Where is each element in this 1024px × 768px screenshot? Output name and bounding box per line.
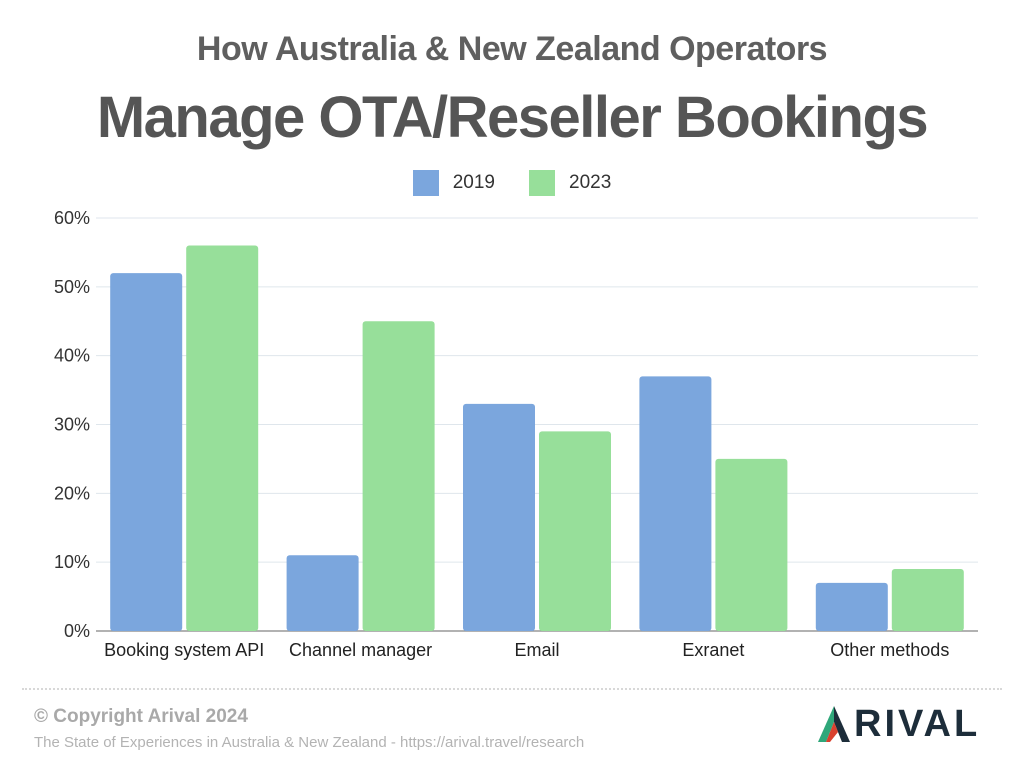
chart-legend: 2019 2023 [0,170,1024,196]
y-tick-label: 20% [54,483,90,503]
bar-2019 [815,582,888,631]
y-tick-label: 0% [64,621,90,641]
bar-2019 [286,555,359,631]
legend-swatch-2019 [412,170,439,196]
bar-chart: 0% 10% 20% 30% 40% 50% 60% Booking system API Ch… [54,208,978,660]
legend-swatch-2023 [529,170,555,196]
bar-2019 [639,376,712,631]
y-tick-label: 30% [54,415,90,435]
y-tick-label: 10% [54,552,90,572]
source-text: The State of Experiences in Australia & … [34,734,585,751]
bar-2019 [463,403,535,631]
bar-2023 [362,321,435,631]
x-tick-label: Other methods [830,640,949,660]
chart-subtitle: How Australia & New Zealand Operators [196,30,828,68]
legend-label-2019: 2019 [452,172,495,193]
bar-2023 [186,245,259,632]
x-tick-label: Exranet [682,640,744,660]
x-tick-label: Email [514,640,559,660]
chart-title: Manage OTA/Reseller Bookings [96,85,929,150]
footer-divider [22,688,1002,690]
arival-logo-mark-icon [818,706,850,742]
legend-label-2023: 2023 [569,172,612,193]
bar-2023 [891,569,964,631]
x-tick-label: Booking system API [104,640,264,660]
x-tick-label: Channel manager [289,640,432,660]
arival-logo-text: RIVAL [854,702,981,745]
arival-logo: RIVAL [816,700,996,748]
y-tick-label: 50% [54,277,90,297]
legend-item-2023: 2023 [529,170,611,196]
bar-2019 [110,273,183,631]
bar-2023 [715,458,788,631]
copyright-text: © Copyright Arival 2024 [34,706,248,727]
legend-item-2019: 2019 [412,170,495,196]
bar-2023 [539,431,611,631]
y-tick-label: 40% [54,346,90,366]
y-tick-label: 60% [54,208,90,228]
